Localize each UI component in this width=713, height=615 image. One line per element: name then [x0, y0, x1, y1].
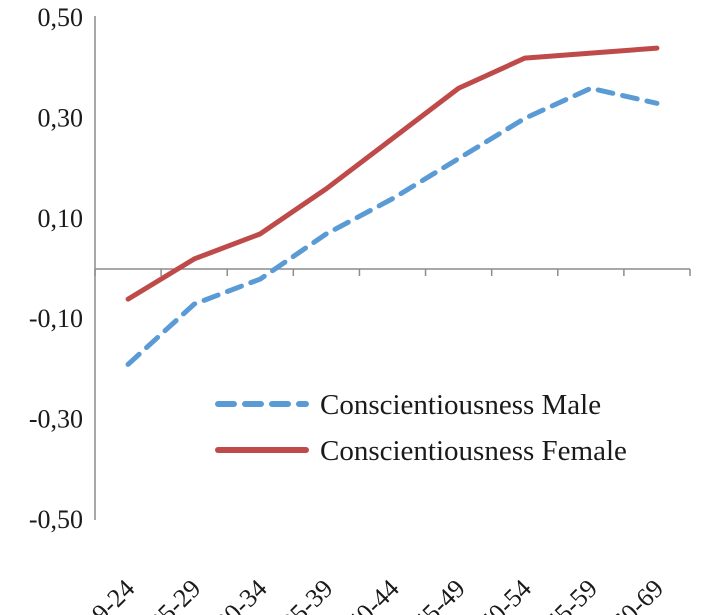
x-axis-category-label: 40-44 — [341, 574, 404, 615]
legend-female-label: Conscientiousness Female — [320, 435, 627, 467]
y-axis-tick-label: -0,30 — [29, 405, 83, 434]
x-axis-category-label: 60-69 — [606, 574, 669, 615]
legend-male-label: Conscientiousness Male — [320, 389, 601, 421]
female-series-line — [125, 45, 660, 302]
y-axis-tick-label: 0,30 — [38, 103, 84, 132]
x-axis-category-label: 19-24 — [77, 574, 140, 615]
y-axis-tick-label: -0,10 — [29, 304, 83, 333]
y-axis-tick-label: -0,50 — [29, 505, 83, 534]
x-axis-category-label: 50-54 — [474, 574, 537, 615]
y-axis-tick-label: 0,50 — [38, 3, 84, 32]
x-axis-category-label: 35-39 — [275, 574, 338, 615]
x-axis-category-label: 30-34 — [209, 574, 272, 615]
male-series-line — [125, 85, 660, 367]
y-axis-tick-label: 0,10 — [38, 204, 84, 233]
x-axis-category-label: 55-59 — [540, 574, 603, 615]
x-axis-category-label: 45-49 — [407, 574, 470, 615]
x-axis-category-label: 25-29 — [143, 574, 206, 615]
